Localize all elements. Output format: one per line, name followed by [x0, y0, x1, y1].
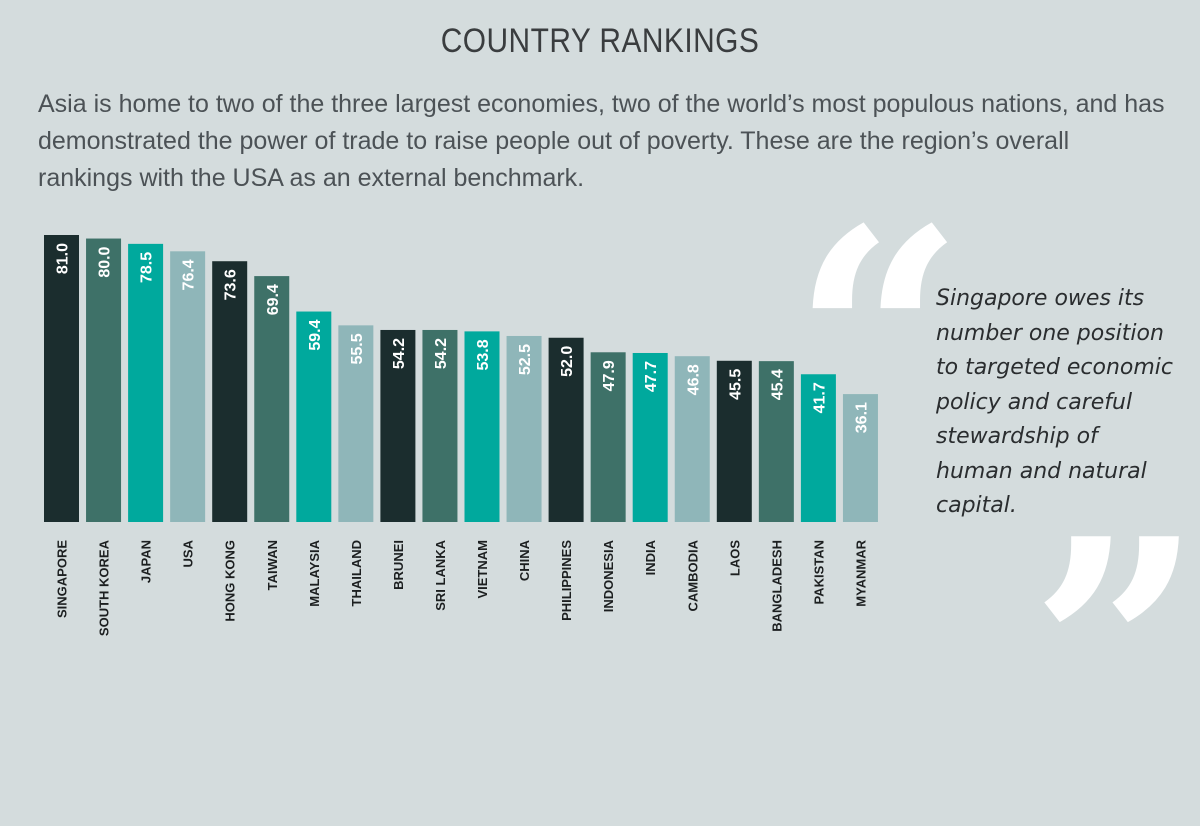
- bar-value-label: 69.4: [265, 284, 282, 315]
- bar-value-label: 36.1: [853, 402, 870, 433]
- category-label: SOUTH KOREA: [97, 539, 112, 636]
- category-label: PAKISTAN: [811, 540, 826, 605]
- bar-chart: 81.0 SINGAPORE 80.0 SOUTH KOREA 78.5 JAPAN 76.…: [44, 235, 878, 636]
- bar-singapore: [44, 235, 79, 522]
- bar-value-label: 45.5: [727, 369, 744, 400]
- bar-india: [632, 352, 668, 522]
- bar-cambodia: [674, 356, 710, 522]
- bar-myanmar: [842, 394, 878, 522]
- bar-philippines: [548, 337, 584, 522]
- bar-value-label: 76.4: [181, 259, 198, 290]
- bar-indonesia: [590, 352, 626, 522]
- bar-vietnam: [464, 331, 500, 522]
- category-label: HONG KONG: [223, 540, 238, 622]
- bar-value-label: 41.7: [811, 382, 828, 413]
- bar-japan: [128, 243, 164, 523]
- bar-thailand: [338, 325, 374, 522]
- category-label: MYANMAR: [853, 539, 868, 606]
- bar-value-label: 52.0: [559, 346, 576, 377]
- category-label: BANGLADESH: [769, 540, 784, 632]
- bar-taiwan: [254, 276, 290, 522]
- page-title: COUNTRY RANKINGS: [440, 22, 760, 60]
- bar-value-label: 81.0: [55, 243, 72, 274]
- bar-pakistan: [800, 374, 836, 522]
- category-label: BRUNEI: [391, 540, 406, 590]
- bar-value-label: 46.8: [685, 364, 702, 395]
- bar-hong-kong: [212, 261, 248, 522]
- category-label: LAOS: [727, 540, 742, 576]
- category-label: VIETNAM: [475, 540, 490, 599]
- bar-value-label: 54.2: [391, 338, 408, 369]
- category-label: USA: [181, 539, 196, 567]
- intro-paragraph: Asia is home to two of the three largest…: [38, 90, 1165, 192]
- bar-value-label: 52.5: [517, 344, 534, 375]
- category-label: INDIA: [643, 539, 658, 575]
- bar-malaysia: [296, 311, 332, 522]
- category-label: CHINA: [517, 539, 532, 581]
- bar-value-label: 53.8: [475, 339, 492, 370]
- quote-text: Singapore owes its number one position t…: [936, 286, 1173, 518]
- bar-brunei: [380, 329, 416, 522]
- bar-south-korea: [86, 238, 122, 523]
- open-quote-icon: “: [792, 163, 965, 516]
- bar-laos: [716, 360, 752, 522]
- bar-value-label: 59.4: [307, 319, 324, 350]
- category-label: CAMBODIA: [685, 539, 700, 611]
- bar-china: [506, 335, 542, 522]
- bar-value-label: 73.6: [223, 269, 240, 300]
- bar-value-label: 54.2: [433, 338, 450, 369]
- category-label: THAILAND: [349, 540, 364, 606]
- bar-value-label: 45.4: [769, 369, 786, 400]
- category-label: TAIWAN: [265, 540, 280, 590]
- bar-value-label: 80.0: [97, 246, 114, 277]
- category-label: JAPAN: [139, 540, 154, 583]
- category-label: SRI LANKA: [433, 539, 448, 610]
- bar-value-label: 55.5: [349, 333, 366, 364]
- category-label: SINGAPORE: [55, 540, 70, 618]
- category-label: INDONESIA: [601, 539, 616, 612]
- bar-bangladesh: [758, 361, 794, 522]
- category-label: PHILIPPINES: [559, 540, 574, 621]
- category-label: MALAYSIA: [307, 539, 322, 606]
- bar-value-label: 47.9: [601, 360, 618, 391]
- close-quote-icon: ”: [1030, 473, 1200, 826]
- bar-value-label: 78.5: [139, 252, 156, 283]
- bar-usa: [170, 251, 206, 523]
- bar-value-label: 47.7: [643, 361, 660, 392]
- bar-sri-lanka: [422, 329, 458, 522]
